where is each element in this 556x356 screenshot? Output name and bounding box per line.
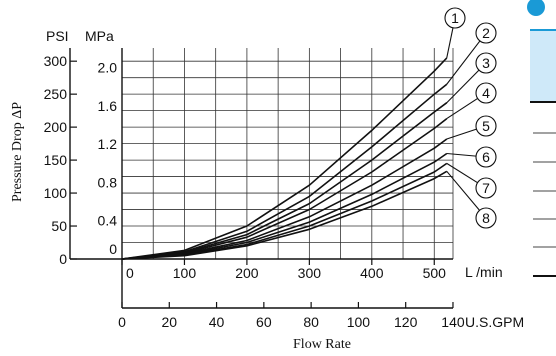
series-5-curve [121, 138, 448, 260]
mpa-tick-label: 0 [109, 241, 117, 257]
y-unit-psi: PSI [46, 28, 69, 44]
grid [122, 48, 454, 259]
mpa-tick-label: 1.2 [98, 136, 118, 152]
series-markers: 1 2 3 4 5 6 7 8 [444, 7, 497, 229]
series-4-marker-circle [475, 82, 497, 104]
series-2-marker-label: 2 [482, 25, 490, 41]
series-5-marker-circle [475, 115, 497, 137]
x-unit-secondary: U.S.GPM [465, 314, 524, 330]
series-8-curve [121, 170, 448, 260]
y-axis-label: Pressure Drop ΔP [10, 102, 25, 202]
psi-tick-label: 200 [44, 119, 68, 135]
side-panel [527, 0, 556, 277]
lpm-tick-label: 200 [235, 265, 259, 281]
series-curves [121, 57, 448, 260]
gpm-tick-label: 100 [347, 314, 371, 330]
lpm-tick-label: 500 [423, 265, 447, 281]
series-2-leader-line [446, 40, 481, 85]
gpm-tick-label: 140 [441, 314, 465, 330]
psi-tick-label: 300 [44, 53, 68, 69]
series-8-leader-line [446, 170, 480, 211]
mpa-tick-label: 1.6 [98, 98, 118, 114]
x-axis-label: Flow Rate [293, 337, 351, 352]
series-4-leader-line [446, 97, 478, 120]
gpm-tick-label: 40 [209, 314, 225, 330]
series-3-marker-circle [475, 52, 497, 74]
series-3-marker-label: 3 [482, 55, 490, 71]
lpm-tick-label: 400 [360, 265, 384, 281]
series-6-marker-circle [475, 146, 497, 168]
lpm-tick-label: 0 [126, 265, 134, 281]
gpm-tick-label: 80 [303, 314, 319, 330]
series-7-marker-circle [475, 177, 497, 199]
mpa-tick-label: 0.8 [98, 174, 118, 190]
series-5-marker-label: 5 [482, 118, 490, 134]
psi-tick-label: 0 [59, 251, 67, 267]
gpm-tick-label: 20 [161, 314, 177, 330]
series-1-curve [121, 57, 448, 260]
series-6-leader-line [446, 152, 477, 157]
lpm-tick-label: 100 [173, 265, 197, 281]
series-7-leader-line [446, 162, 478, 184]
gpm-tick-label: 60 [256, 314, 272, 330]
psi-tick-label: 250 [44, 86, 68, 102]
psi-tick-label: 150 [44, 152, 68, 168]
series-5-leader-line [446, 128, 477, 140]
gpm-tick-label: 0 [118, 314, 126, 330]
series-7-marker-label: 7 [482, 180, 490, 196]
side-panel-dot [527, 0, 545, 16]
series-4-marker-label: 4 [482, 85, 490, 101]
lpm-tick-label: 300 [298, 265, 322, 281]
psi-tick-label: 50 [51, 218, 67, 234]
mpa-tick-label: 0.4 [98, 213, 118, 229]
y-unit-mpa: MPa [85, 28, 114, 44]
series-1-leader-line [446, 27, 454, 59]
series-3-leader-line [446, 69, 480, 104]
series-6-marker-label: 6 [482, 149, 490, 165]
series-2-marker-circle [475, 22, 497, 44]
series-1-marker-label: 1 [451, 10, 459, 26]
series-8-marker-circle [475, 207, 497, 229]
series-8-marker-label: 8 [482, 210, 490, 226]
x-unit-primary: L /min [465, 264, 503, 280]
side-panel-highlight [530, 30, 556, 102]
series-1-marker-circle [444, 7, 466, 29]
gpm-tick-label: 120 [394, 314, 418, 330]
psi-tick-label: 100 [44, 185, 68, 201]
mpa-tick-label: 2.0 [98, 60, 118, 76]
